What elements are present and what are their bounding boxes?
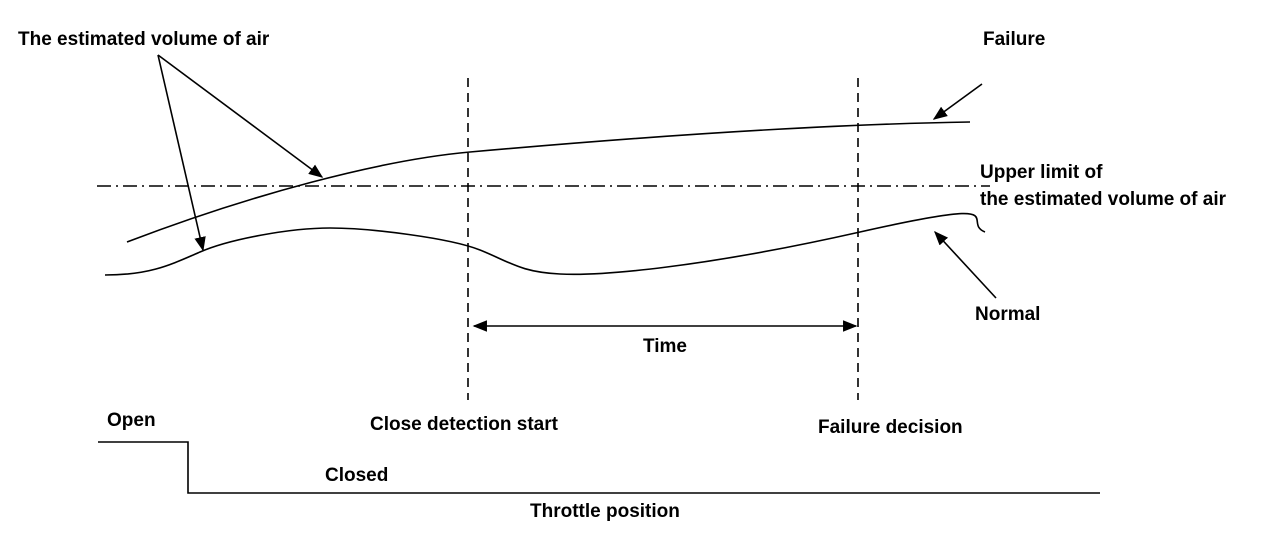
label: The estimated volume of air (18, 29, 270, 50)
label: Time (643, 336, 687, 357)
label: the estimated volume of air (980, 189, 1227, 210)
label: Failure (983, 29, 1045, 50)
throttle-line (98, 441, 1100, 494)
normal-curve (104, 212, 986, 276)
label: Closed (325, 465, 388, 486)
pointer-arrow (932, 83, 983, 120)
failure-curve (126, 121, 971, 243)
label: Normal (975, 304, 1040, 325)
pointer-arrow (157, 54, 206, 252)
label: Open (107, 410, 156, 431)
pointer-arrow (934, 230, 997, 299)
label: Close detection start (370, 414, 559, 435)
label: Throttle position (530, 501, 680, 522)
pointer-arrow (157, 54, 324, 178)
label: Upper limit of (980, 162, 1103, 183)
label: Failure decision (818, 417, 963, 438)
